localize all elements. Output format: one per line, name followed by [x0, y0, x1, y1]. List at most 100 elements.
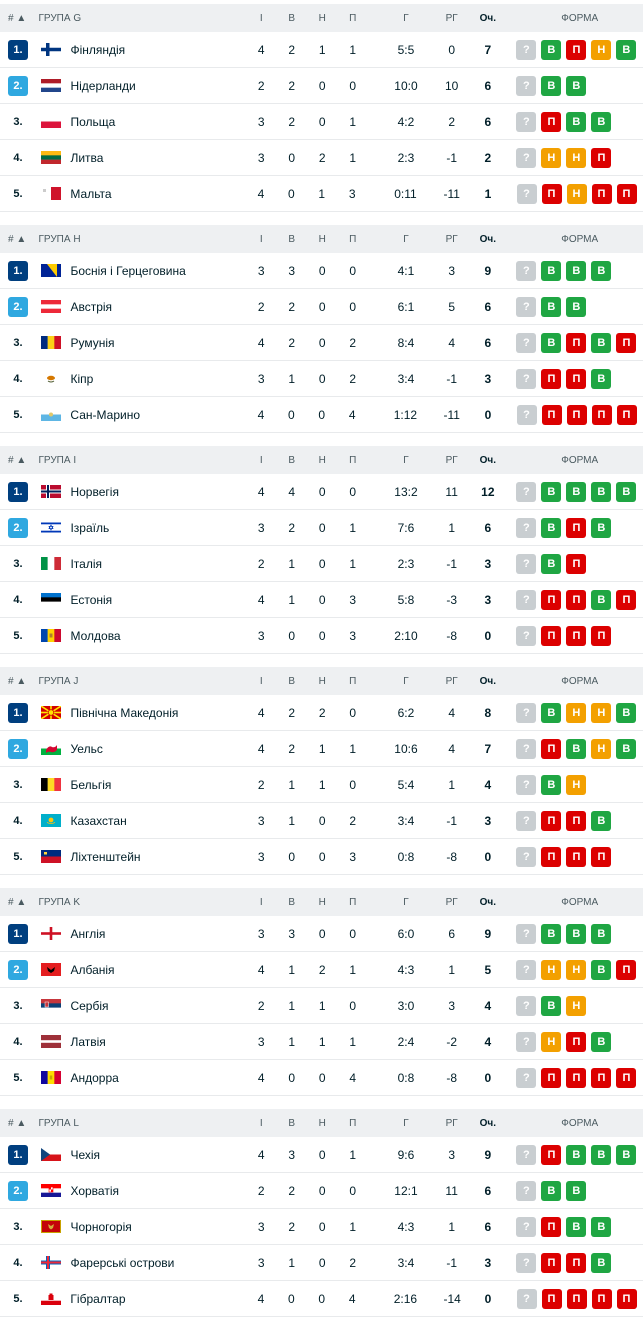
lost-header[interactable]: П [349, 1117, 357, 1129]
form-next-match[interactable]: ? [516, 846, 537, 867]
form-win-badge[interactable]: В [541, 553, 562, 574]
lost-header[interactable]: П [349, 675, 357, 687]
table-row[interactable]: 5. Ліхтенштейн 3 0 0 3 0:8 -8 0 ? П П П [0, 839, 643, 875]
form-win-badge[interactable]: В [541, 995, 562, 1016]
form-next-match[interactable]: ? [516, 810, 537, 831]
goal-diff-header[interactable]: РГ [445, 896, 458, 908]
table-row[interactable]: 5. Андорра 4 0 0 4 0:8 -8 0 ? П П П П [0, 1060, 643, 1096]
team-cell[interactable]: Фарерські острови [38, 1256, 246, 1270]
drawn-header[interactable]: Н [318, 454, 326, 466]
table-row[interactable]: 2. Нідерланди 2 2 0 0 10:0 10 6 ? В В [0, 68, 643, 104]
team-cell[interactable]: Нідерланди [38, 79, 246, 93]
form-loss-badge[interactable]: П [591, 1288, 612, 1309]
won-header[interactable]: В [288, 896, 296, 908]
form-loss-badge[interactable]: П [591, 147, 612, 168]
lost-header[interactable]: П [349, 233, 357, 245]
form-next-match[interactable]: ? [516, 517, 537, 538]
table-row[interactable]: 3. Румунія 4 2 0 2 8:4 4 6 ? В П В П [0, 325, 643, 361]
team-name[interactable]: Молдова [70, 628, 121, 643]
team-name[interactable]: Кіпр [70, 371, 94, 386]
table-row[interactable]: 4. Казахстан 3 1 0 2 3:4 -1 3 ? П П В [0, 803, 643, 839]
team-cell[interactable]: Албанія [38, 963, 246, 977]
points-header[interactable]: Оч. [479, 1117, 497, 1129]
form-loss-badge[interactable]: П [591, 846, 612, 867]
form-loss-badge[interactable]: П [541, 183, 562, 204]
team-cell[interactable]: Мальта [38, 187, 245, 201]
team-cell[interactable]: Румунія [38, 336, 246, 350]
group-title[interactable]: Група G [38, 12, 82, 24]
team-cell[interactable]: Англія [38, 927, 246, 941]
table-row[interactable]: 3. Чорногорія 3 2 0 1 4:3 1 6 ? П В В [0, 1209, 643, 1245]
played-header[interactable]: І [259, 12, 263, 24]
form-loss-badge[interactable]: П [566, 517, 587, 538]
team-cell[interactable]: Сан-Марино [38, 408, 245, 422]
points-header[interactable]: Оч. [479, 12, 497, 24]
form-loss-badge[interactable]: П [616, 183, 637, 204]
form-loss-badge[interactable]: П [591, 183, 612, 204]
form-next-match[interactable]: ? [516, 738, 537, 759]
won-header[interactable]: В [288, 675, 296, 687]
form-draw-badge[interactable]: Н [566, 147, 587, 168]
form-win-badge[interactable]: В [566, 923, 587, 944]
team-cell[interactable]: Андорра [38, 1071, 246, 1085]
form-next-match[interactable]: ? [516, 1031, 537, 1052]
form-draw-badge[interactable]: Н [566, 702, 587, 723]
team-name[interactable]: Італія [70, 556, 103, 571]
team-cell[interactable]: Бельгія [38, 778, 246, 792]
form-draw-badge[interactable]: Н [566, 183, 587, 204]
form-win-badge[interactable]: В [541, 481, 562, 502]
table-row[interactable]: 3. Польща 3 2 0 1 4:2 2 6 ? П В В [0, 104, 643, 140]
goals-header[interactable]: Г [403, 896, 409, 908]
lost-header[interactable]: П [349, 454, 357, 466]
team-cell[interactable]: Італія [38, 557, 246, 571]
form-loss-badge[interactable]: П [541, 1067, 562, 1088]
team-name[interactable]: Сан-Марино [70, 407, 141, 422]
drawn-header[interactable]: Н [318, 675, 326, 687]
team-name[interactable]: Литва [70, 150, 104, 165]
form-win-badge[interactable]: В [541, 774, 562, 795]
goals-header[interactable]: Г [403, 454, 409, 466]
team-name[interactable]: Казахстан [70, 813, 127, 828]
form-next-match[interactable]: ? [516, 1288, 537, 1309]
form-win-badge[interactable]: В [541, 39, 562, 60]
form-loss-badge[interactable]: П [566, 1288, 587, 1309]
goal-diff-header[interactable]: РГ [445, 675, 458, 687]
form-loss-badge[interactable]: П [566, 553, 587, 574]
won-header[interactable]: В [288, 233, 296, 245]
team-cell[interactable]: Північна Македонія [38, 706, 246, 720]
form-next-match[interactable]: ? [516, 995, 537, 1016]
group-title[interactable]: Група L [38, 1117, 79, 1129]
form-loss-badge[interactable]: П [541, 368, 562, 389]
team-cell[interactable]: Ізраїль [38, 521, 246, 535]
team-cell[interactable]: Чорногорія [38, 1220, 246, 1234]
form-win-badge[interactable]: В [566, 481, 587, 502]
rank-header[interactable]: # ▲ [8, 1117, 27, 1129]
table-row[interactable]: 3. Сербія 2 1 1 0 3:0 3 4 ? В Н [0, 988, 643, 1024]
form-win-badge[interactable]: В [591, 481, 612, 502]
form-loss-badge[interactable]: П [566, 589, 587, 610]
table-row[interactable]: 4. Естонія 4 1 0 3 5:8 -3 3 ? П П В П [0, 582, 643, 618]
form-loss-badge[interactable]: П [541, 1288, 562, 1309]
drawn-header[interactable]: Н [318, 233, 326, 245]
team-cell[interactable]: Сербія [38, 999, 246, 1013]
form-loss-badge[interactable]: П [541, 738, 562, 759]
team-name[interactable]: Австрія [70, 299, 113, 314]
form-next-match[interactable]: ? [516, 625, 537, 646]
table-row[interactable]: 4. Кіпр 3 1 0 2 3:4 -1 3 ? П П В [0, 361, 643, 397]
team-name[interactable]: Андорра [70, 1070, 119, 1085]
form-win-badge[interactable]: В [616, 702, 637, 723]
team-name[interactable]: Чехія [70, 1147, 101, 1162]
team-name[interactable]: Сербія [70, 998, 109, 1013]
form-loss-badge[interactable]: П [616, 1288, 637, 1309]
table-row[interactable]: 4. Литва 3 0 2 1 2:3 -1 2 ? Н Н П [0, 140, 643, 176]
form-loss-badge[interactable]: П [566, 810, 587, 831]
points-header[interactable]: Оч. [479, 454, 497, 466]
form-draw-badge[interactable]: Н [566, 774, 587, 795]
goals-header[interactable]: Г [403, 12, 409, 24]
won-header[interactable]: В [288, 1117, 296, 1129]
form-win-badge[interactable]: В [541, 1180, 562, 1201]
team-name[interactable]: Чорногорія [70, 1219, 132, 1234]
form-draw-badge[interactable]: Н [541, 959, 562, 980]
form-loss-badge[interactable]: П [541, 810, 562, 831]
team-cell[interactable]: Чехія [38, 1148, 246, 1162]
